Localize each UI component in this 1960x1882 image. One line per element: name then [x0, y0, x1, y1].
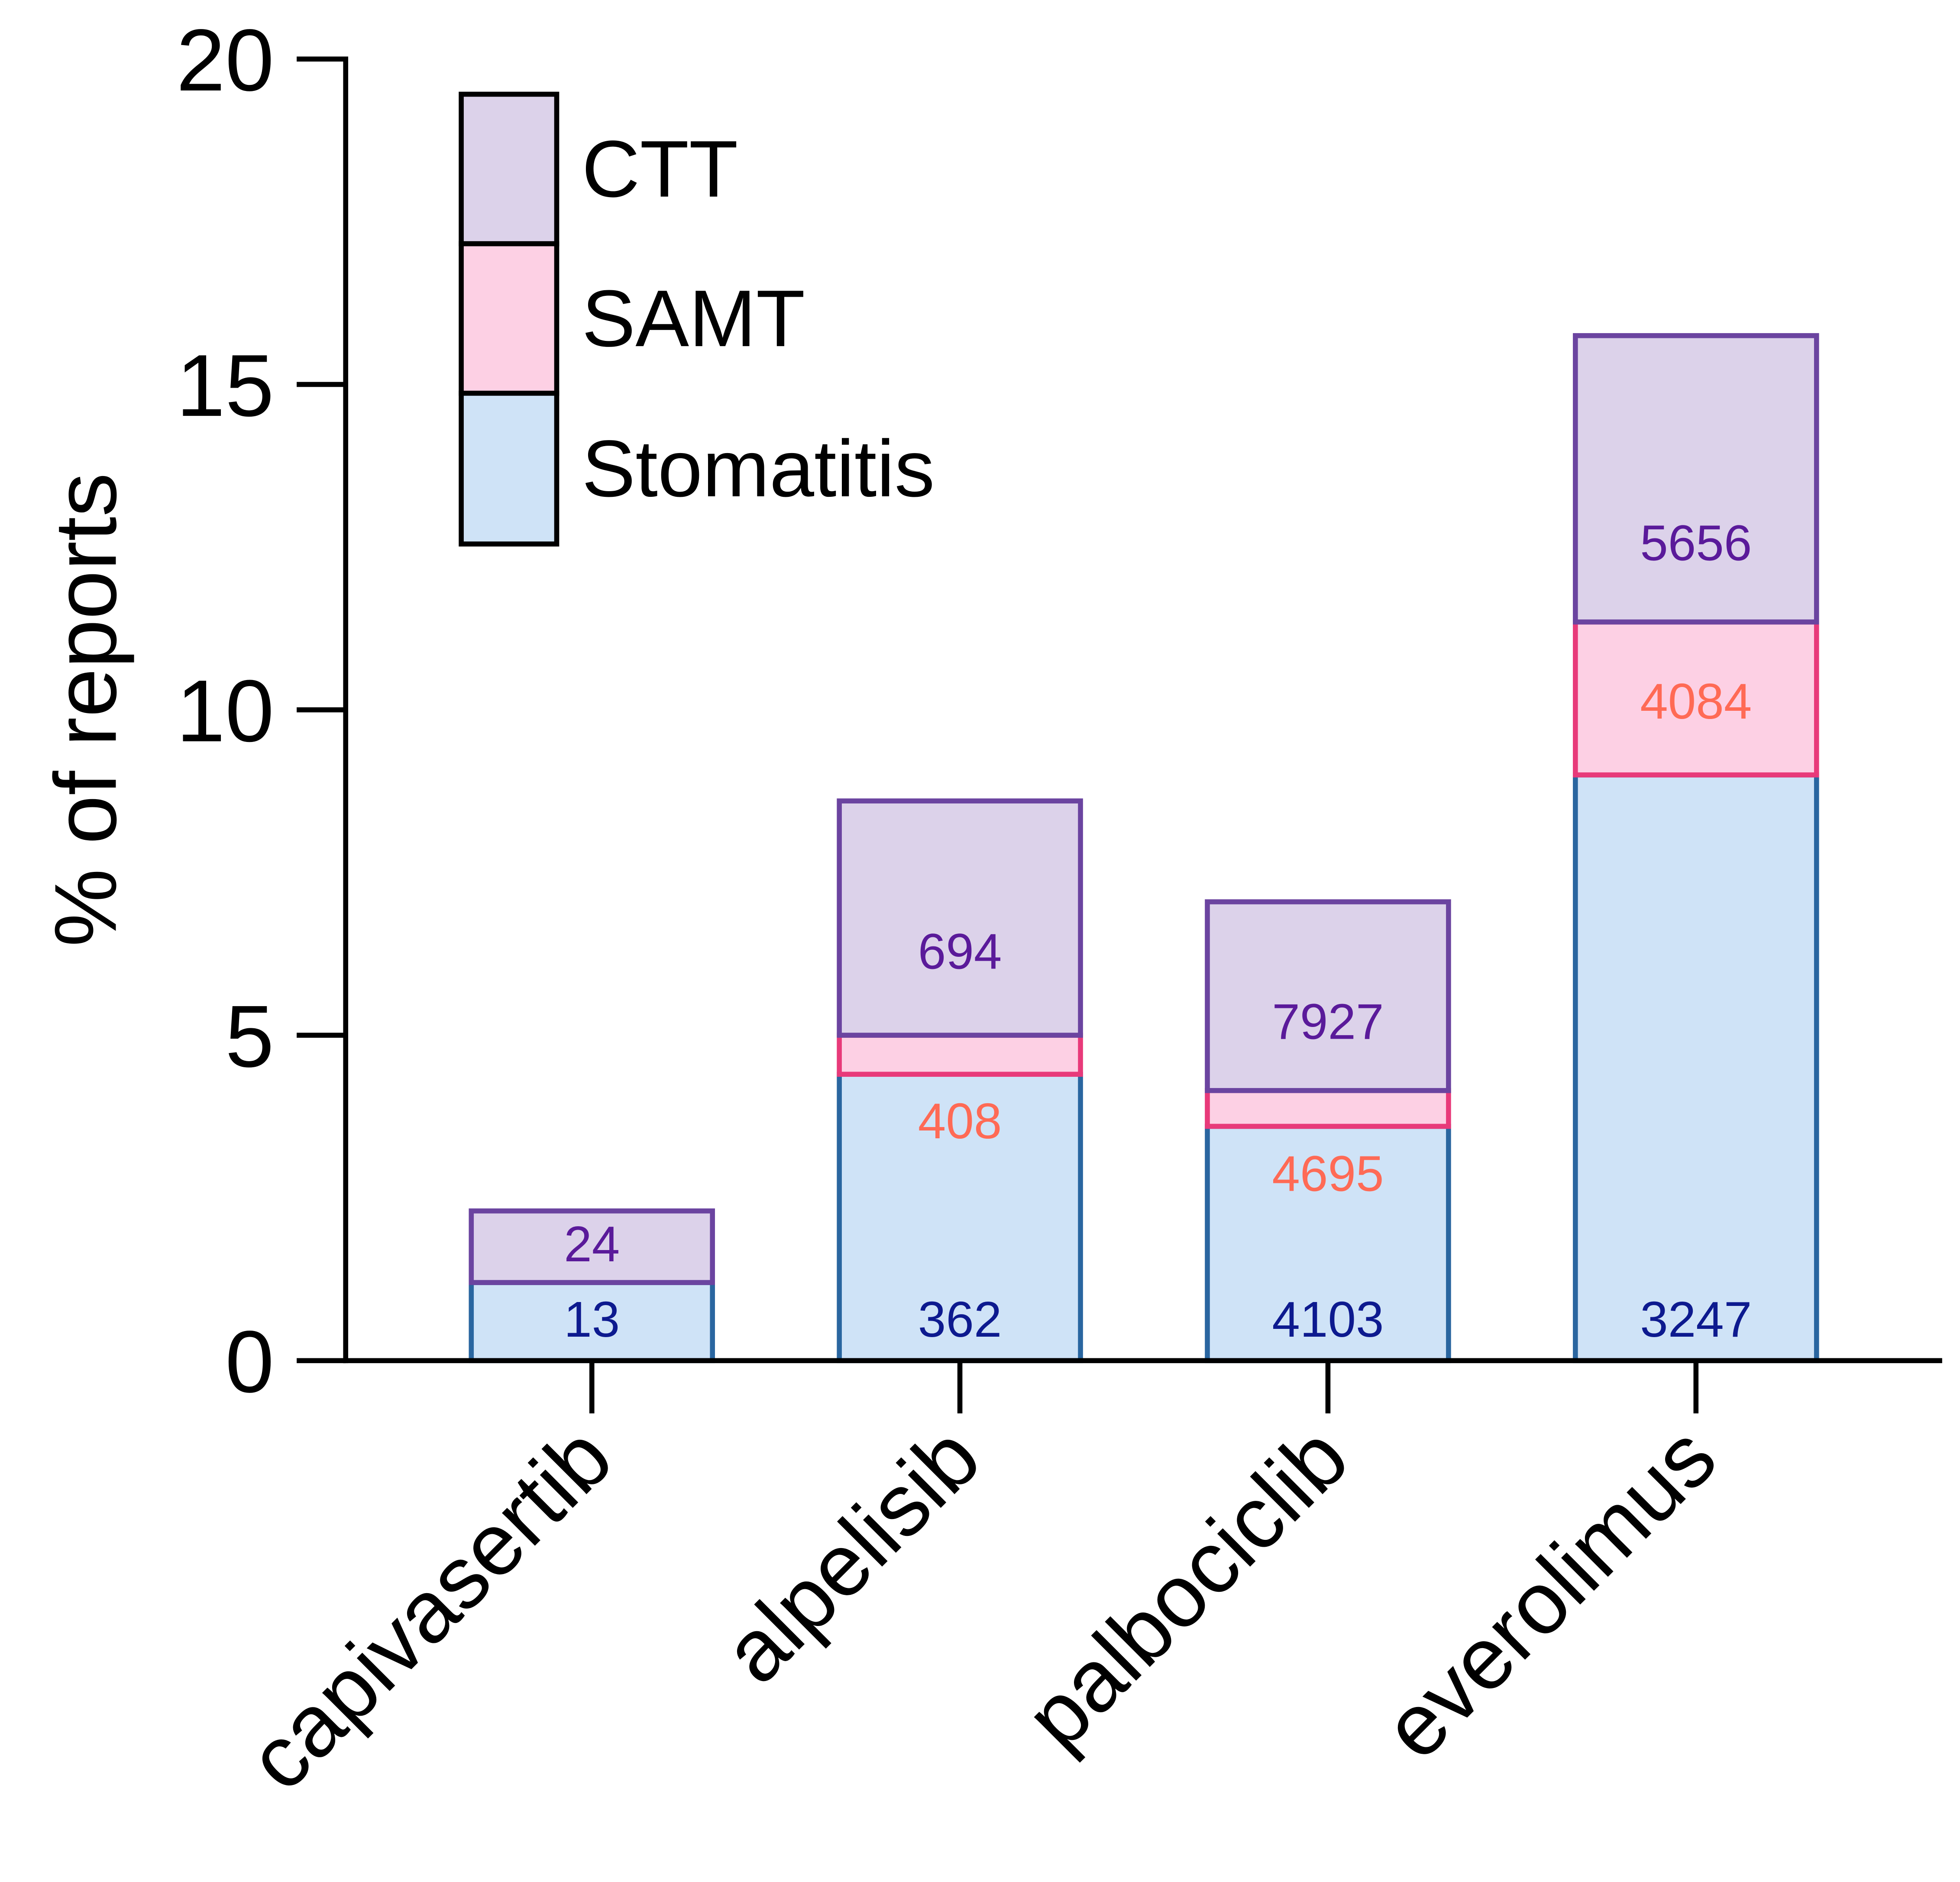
bars-group — [469, 333, 1819, 1364]
legend-swatch-stomatitis — [459, 391, 560, 547]
count-label-stomatitis-palbociclib: 4103 — [1272, 1291, 1384, 1348]
count-label-ctt-palbociclib: 7927 — [1272, 994, 1384, 1050]
x-tick-label-everolimus: everolimus — [1365, 1408, 1735, 1778]
count-label-stomatitis-alpelisib: 362 — [918, 1291, 1002, 1348]
count-labels-group: 13 24 362 408 694 4103 4695 7927 3247 4084 5656 — [564, 515, 1752, 1348]
x-tick-label-palbociclib: palbociclib — [1007, 1408, 1367, 1768]
bar-segment-ctt-alpelisib — [837, 798, 1083, 1038]
count-label-stomatitis-everolimus: 3247 — [1640, 1291, 1752, 1348]
count-label-stomatitis-capivasertib: 13 — [564, 1291, 620, 1348]
bar-segment-stomatitis-palbociclib — [1205, 1124, 1451, 1364]
bar-segment-samt-alpelisib — [837, 1033, 1083, 1077]
legend-label-stomatitis: Stomatitis — [582, 424, 935, 514]
count-label-samt-everolimus: 4084 — [1640, 673, 1752, 729]
y-tick-label: 5 — [225, 988, 274, 1086]
x-ticks-group: capivasertib alpelisib palbociclibeverolim… — [229, 1360, 1734, 1809]
count-label-ctt-capivasertib: 24 — [564, 1216, 620, 1272]
x-tick-label-alpelisib: alpelisib — [704, 1408, 998, 1702]
count-label-samt-palbociclib: 4695 — [1272, 1146, 1384, 1202]
legend-swatch-ctt — [459, 91, 560, 246]
count-label-ctt-alpelisib: 694 — [918, 923, 1002, 979]
legend-swatch-samt — [459, 241, 560, 396]
bar-segment-ctt-palbociclib — [1205, 899, 1451, 1093]
x-tick-label-capivasertib: capivasertib — [229, 1408, 631, 1809]
y-tick-label: 10 — [176, 662, 274, 760]
bar-segment-ctt-everolimus — [1573, 333, 1819, 625]
bar-segment-ctt-capivasertib — [469, 1208, 715, 1285]
legend-label-samt: SAMT — [582, 274, 805, 363]
count-label-samt-alpelisib: 408 — [918, 1093, 1002, 1149]
legend-label-ctt: CTT — [582, 124, 738, 214]
bar-segment-samt-palbociclib — [1205, 1088, 1451, 1129]
count-label-ctt-everolimus: 5656 — [1640, 515, 1752, 571]
legend: CTT SAMT Stomatitis — [459, 91, 935, 547]
y-tick-label: 20 — [176, 11, 274, 110]
y-ticks-group: 0 5 10 15 20 — [176, 11, 346, 1411]
bar-segment-samt-everolimus — [1573, 619, 1819, 777]
y-tick-label: 0 — [225, 1313, 274, 1411]
y-tick-label: 15 — [176, 337, 274, 435]
y-axis-label: % of reports — [36, 473, 135, 947]
bar-segment-stomatitis-everolimus — [1573, 772, 1819, 1364]
